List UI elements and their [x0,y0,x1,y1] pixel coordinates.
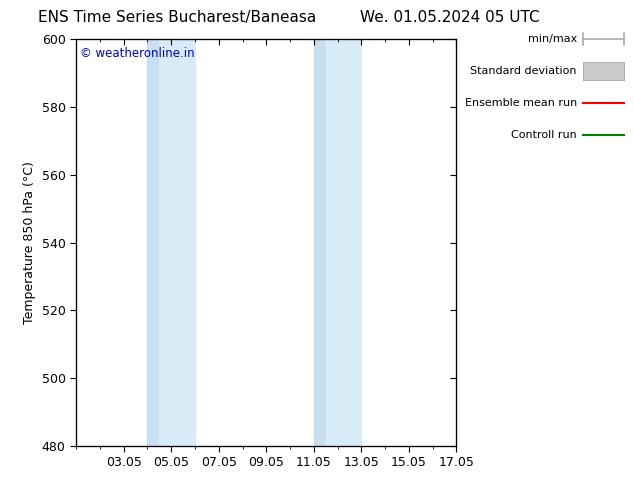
Text: ENS Time Series Bucharest/Baneasa: ENS Time Series Bucharest/Baneasa [39,10,316,25]
Text: Controll run: Controll run [511,130,577,140]
Bar [314,39,326,446]
Bar [159,39,195,446]
Y-axis label: Temperature 850 hPa (°C): Temperature 850 hPa (°C) [23,161,36,324]
Bar [326,39,361,446]
Text: Ensemble mean run: Ensemble mean run [465,98,577,108]
Text: © weatheronline.in: © weatheronline.in [80,48,195,60]
Text: We. 01.05.2024 05 UTC: We. 01.05.2024 05 UTC [360,10,540,25]
Text: min/max: min/max [527,34,577,44]
Text: Standard deviation: Standard deviation [470,66,577,76]
Bar [147,39,159,446]
